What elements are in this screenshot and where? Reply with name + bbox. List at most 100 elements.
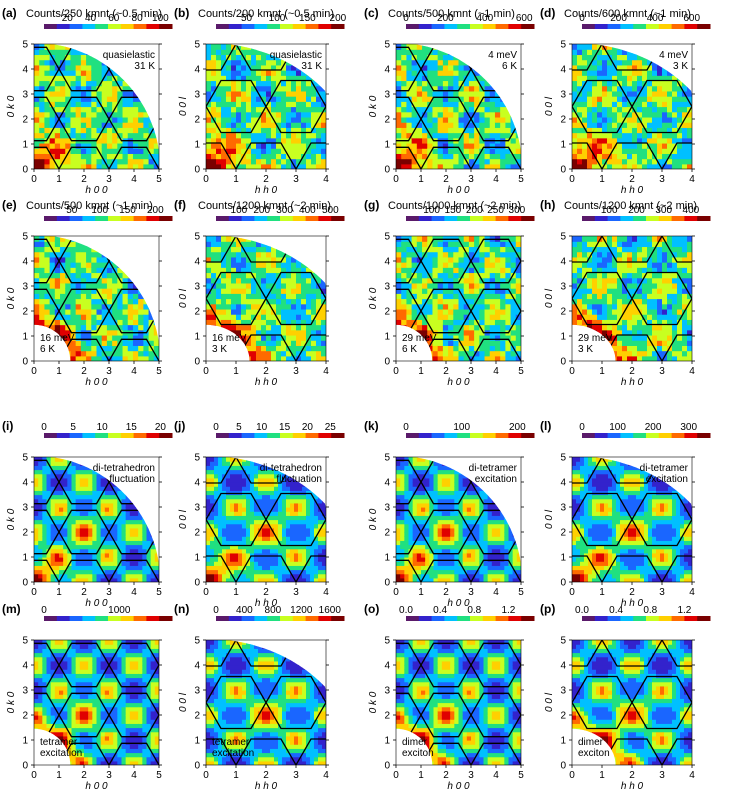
- heatmap-cell: [411, 96, 418, 102]
- heatmap-cell: [602, 329, 608, 336]
- heatmap-cell: [75, 54, 82, 61]
- heatmap-cell: [221, 267, 227, 274]
- heatmap-cell: [276, 44, 282, 50]
- heatmap-cell: [122, 96, 129, 102]
- heatmap-cell: [682, 148, 688, 154]
- heatmap-cell: [396, 319, 402, 326]
- annotation-text: 3 K: [212, 344, 227, 355]
- heatmap-cell: [296, 282, 302, 289]
- heatmap-cell: [301, 122, 307, 128]
- heatmap-cell: [70, 49, 77, 56]
- heatmap-cell: [44, 303, 51, 310]
- heatmap-cell: [127, 246, 134, 253]
- heatmap-cell: [127, 153, 134, 160]
- heatmap-cell: [458, 80, 465, 87]
- heatmap-cell: [132, 298, 139, 305]
- heatmap-cell: [474, 163, 480, 169]
- heatmap-cell: [96, 116, 103, 123]
- heatmap-cell: [422, 49, 428, 56]
- heatmap-cell: [657, 44, 663, 50]
- heatmap-cell: [65, 106, 72, 113]
- heatmap-cell: [117, 80, 124, 87]
- heatmap-cell: [416, 132, 423, 139]
- heatmap-cell: [49, 111, 56, 118]
- heatmap-cell: [221, 44, 227, 50]
- heatmap-cell: [627, 49, 633, 56]
- heatmap-cell: [122, 303, 129, 310]
- heatmap-cell: [489, 319, 496, 326]
- heatmap-cell: [458, 303, 465, 310]
- heatmap-cell: [448, 132, 454, 139]
- heatmap-cell: [216, 44, 222, 50]
- heatmap-cell: [411, 262, 418, 268]
- heatmap-cell: [132, 288, 139, 294]
- zone-hexagon: [265, 79, 326, 134]
- heatmap-cell: [607, 158, 613, 165]
- colorbar-segment: [470, 216, 484, 221]
- heatmap-cell: [311, 282, 317, 289]
- heatmap-cell: [49, 44, 56, 50]
- heatmap-cell: [101, 308, 108, 315]
- heatmap-cell: [80, 116, 87, 123]
- heatmap-cell: [306, 122, 312, 128]
- heatmap-cell: [39, 272, 46, 279]
- heatmap-cell: [231, 246, 237, 253]
- heatmap-cell: [612, 293, 618, 300]
- heatmap-cell: [231, 267, 237, 274]
- heatmap-cell: [138, 256, 144, 263]
- heatmap-cell: [246, 148, 252, 154]
- heatmap-cell: [75, 80, 82, 87]
- heatmap-cell: [468, 324, 475, 331]
- heatmap-cell: [39, 116, 46, 123]
- heatmap-cell: [642, 142, 648, 149]
- heatmap-cell: [236, 329, 242, 336]
- heatmap-cell: [396, 49, 402, 56]
- heatmap-cell: [101, 267, 108, 274]
- heatmap-cell: [117, 329, 124, 336]
- heatmap-cell: [396, 256, 402, 263]
- heatmap-cell: [453, 148, 460, 154]
- heatmap-cell: [677, 116, 683, 123]
- heatmap-cell: [657, 308, 663, 315]
- heatmap-cell: [442, 163, 449, 169]
- heatmap-cell: [572, 272, 578, 279]
- heatmap-cell: [505, 272, 512, 279]
- heatmap-cell: [587, 96, 593, 102]
- heatmap-cell: [652, 324, 658, 331]
- heatmap-cell: [687, 153, 692, 160]
- heatmap-cell: [489, 70, 496, 76]
- heatmap-cell: [597, 267, 603, 274]
- heatmap-cell: [122, 324, 129, 331]
- heatmap-cell: [138, 44, 144, 50]
- heatmap-cell: [91, 132, 98, 139]
- heatmap-cell: [49, 293, 56, 300]
- heatmap-cell: [411, 282, 418, 289]
- heatmap-cell: [112, 153, 118, 160]
- heatmap-cell: [54, 267, 61, 274]
- heatmap-cell: [427, 137, 434, 144]
- heatmap-cell: [479, 64, 486, 71]
- heatmap-cell: [442, 75, 449, 82]
- heatmap-cell: [246, 288, 252, 294]
- heatmap-cell: [231, 80, 237, 87]
- heatmap-cell: [44, 314, 51, 320]
- heatmap-cell: [54, 345, 61, 352]
- heatmap-cell: [494, 272, 501, 279]
- heatmap-cell: [642, 106, 648, 113]
- heatmap-cell: [80, 282, 87, 289]
- heatmap-cell: [311, 163, 317, 169]
- heatmap-cell: [505, 96, 512, 102]
- heatmap-cell: [206, 241, 212, 248]
- heatmap-cell: [251, 153, 257, 160]
- heatmap-cell: [453, 288, 460, 294]
- heatmap-cell: [612, 236, 618, 242]
- heatmap-cell: [296, 355, 302, 361]
- plot-frame: [395, 43, 522, 170]
- heatmap-cell: [70, 54, 77, 61]
- heatmap-cell: [592, 101, 598, 108]
- heatmap-cell: [642, 350, 648, 357]
- heatmap-cell: [266, 303, 272, 310]
- heatmap-cell: [500, 314, 506, 320]
- heatmap-cell: [117, 106, 124, 113]
- heatmap-cell: [667, 85, 673, 92]
